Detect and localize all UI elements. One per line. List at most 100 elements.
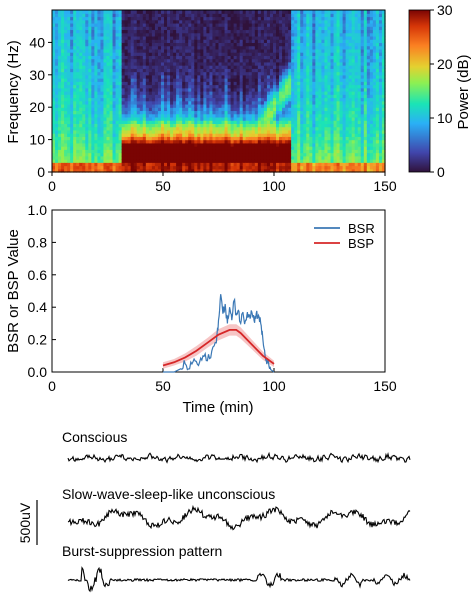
- heatmap-cell: [209, 45, 214, 50]
- heatmap-cell: [151, 110, 156, 115]
- heatmap-cell: [315, 136, 319, 141]
- heatmap-cell: [127, 26, 132, 31]
- heatmap-cell: [97, 139, 102, 144]
- heatmap-cell: [151, 129, 156, 134]
- heatmap-cell: [230, 68, 235, 73]
- heatmap-cell: [127, 58, 132, 63]
- heatmap-cell: [79, 84, 83, 89]
- heatmap-cell: [215, 136, 220, 141]
- heatmap-cell: [206, 155, 211, 160]
- heatmap-cell: [242, 87, 247, 92]
- heatmap-cell: [315, 103, 319, 108]
- heatmap-cell: [109, 107, 114, 112]
- heatmap-cell: [148, 45, 153, 50]
- heatmap-cell: [124, 100, 129, 105]
- heatmap-cell: [91, 133, 95, 137]
- heatmap-cell: [342, 74, 347, 79]
- heatmap-cell: [142, 48, 147, 53]
- heatmap-cell: [182, 133, 186, 137]
- heatmap-cell: [345, 55, 350, 60]
- heatmap-cell: [297, 133, 301, 137]
- heatmap-cell: [324, 61, 329, 66]
- heatmap-cell: [300, 110, 304, 115]
- heatmap-cell: [291, 13, 295, 18]
- heatmap-cell: [79, 94, 83, 99]
- heatmap-cell: [324, 71, 329, 76]
- heatmap-cell: [309, 71, 313, 76]
- heatmap-cell: [88, 97, 92, 102]
- heatmap-cell: [294, 26, 298, 31]
- heatmap-cell: [276, 149, 280, 154]
- heatmap-cell: [294, 58, 298, 63]
- heatmap-cell: [236, 97, 241, 102]
- heatmap-cell: [191, 155, 195, 160]
- heatmap-cell: [306, 78, 310, 82]
- heatmap-cell: [242, 16, 247, 21]
- heatmap-cell: [318, 149, 323, 154]
- heatmap-cell: [291, 74, 295, 79]
- heatmap-cell: [327, 87, 332, 92]
- heatmap-cell: [345, 146, 350, 150]
- heatmap-cell: [73, 97, 77, 102]
- heatmap-cell: [73, 136, 77, 141]
- heatmap-cell: [306, 84, 310, 89]
- heatmap-cell: [173, 71, 177, 76]
- heatmap-cell: [285, 48, 289, 53]
- heatmap-cell: [272, 116, 277, 121]
- heatmap-cell: [160, 29, 165, 34]
- heatmap-cell: [236, 71, 241, 76]
- heatmap-cell: [70, 19, 74, 24]
- heatmap-cell: [97, 146, 102, 150]
- heatmap-cell: [254, 133, 259, 137]
- heatmap-cell: [306, 58, 310, 63]
- heatmap-cell: [321, 10, 326, 14]
- heatmap-cell: [167, 58, 171, 63]
- heatmap-cell: [148, 26, 153, 31]
- heatmap-cell: [194, 146, 198, 150]
- heatmap-cell: [154, 35, 159, 40]
- heatmap-cell: [321, 26, 326, 31]
- heatmap-cell: [291, 35, 295, 40]
- heatmap-cell: [209, 123, 214, 128]
- heatmap-cell: [218, 61, 223, 66]
- heatmap-cell: [85, 29, 89, 34]
- heatmap-cell: [170, 126, 174, 131]
- heatmap-cell: [173, 146, 177, 150]
- heatmap-cell: [333, 87, 338, 92]
- heatmap-cell: [124, 29, 129, 34]
- heatmap-cell: [218, 100, 223, 105]
- heatmap-cell: [309, 16, 313, 21]
- heatmap-cell: [115, 35, 120, 40]
- heatmap-cell: [330, 74, 335, 79]
- heatmap-cell: [212, 165, 217, 170]
- heatmap-cell: [303, 61, 307, 66]
- heatmap-cell: [345, 123, 350, 128]
- heatmap-cell: [318, 168, 323, 173]
- heatmap-cell: [76, 10, 80, 14]
- heatmap-cell: [164, 81, 168, 86]
- heatmap-cell: [321, 97, 326, 102]
- heatmap-cell: [130, 116, 135, 121]
- heatmap-cell: [79, 126, 83, 131]
- heatmap-cell: [260, 26, 265, 31]
- heatmap-cell: [285, 52, 289, 56]
- heatmap-cell: [70, 165, 74, 170]
- heatmap-cell: [142, 26, 147, 31]
- heatmap-cell: [127, 29, 132, 34]
- heatmap-cell: [236, 58, 241, 63]
- heatmap-cell: [215, 126, 220, 131]
- heatmap-cell: [121, 78, 126, 82]
- heatmap-cell: [288, 165, 292, 170]
- heatmap-cell: [288, 107, 292, 112]
- heatmap-cell: [218, 87, 223, 92]
- heatmap-cell: [306, 159, 310, 163]
- heatmap-cell: [269, 120, 274, 124]
- heatmap-cell: [230, 113, 235, 118]
- heatmap-cell: [324, 162, 329, 167]
- heatmap-cell: [179, 152, 183, 157]
- heatmap-cell: [297, 129, 301, 134]
- heatmap-cell: [300, 97, 304, 102]
- heatmap-cell: [167, 39, 171, 43]
- heatmap-cell: [103, 26, 108, 31]
- heatmap-cell: [52, 74, 56, 79]
